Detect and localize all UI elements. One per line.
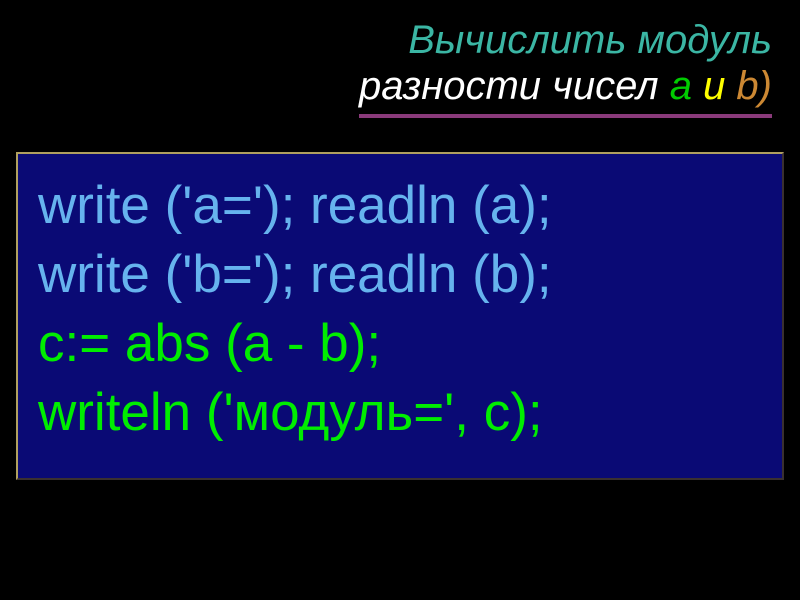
code-line-4: writeln ('модуль=', c); xyxy=(38,379,762,448)
title-var-a: a xyxy=(670,64,703,108)
code-line-3: c:= abs (a - b); xyxy=(38,310,762,379)
title-line-2: разности чисел a и b) xyxy=(359,64,772,118)
title-var-b: b) xyxy=(736,64,772,108)
code-line-2: write ('b='); readln (b); xyxy=(38,241,762,310)
title-word-raznosti: разности xyxy=(359,64,552,108)
title-word-chisel: чисел xyxy=(552,64,670,108)
title-line-1: Вычислить модуль xyxy=(28,18,772,62)
code-line-1: write ('a='); readln (a); xyxy=(38,172,762,241)
code-block: write ('a='); readln (a); write ('b='); … xyxy=(16,152,784,480)
slide-title: Вычислить модуль разности чисел a и b) xyxy=(0,0,800,130)
title-word-and: и xyxy=(703,64,736,108)
